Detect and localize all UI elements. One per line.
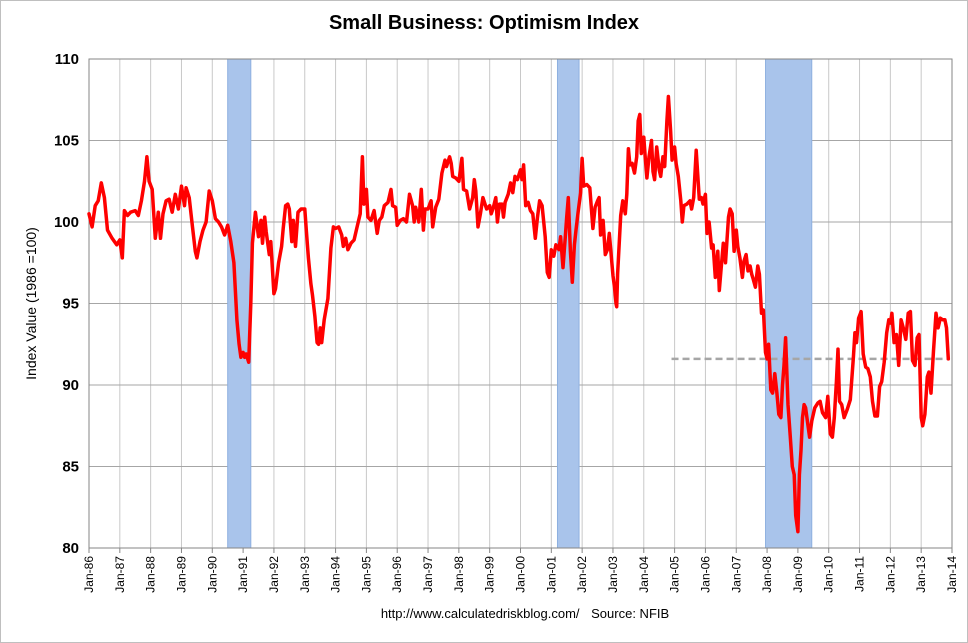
recession-band [765, 58, 813, 549]
y-tick-label: 95 [62, 296, 79, 313]
y-tick-label: 110 [55, 51, 79, 68]
x-tick-label: Jan-90 [205, 556, 219, 593]
x-tick-label: Jan-92 [267, 556, 281, 593]
recession-band [556, 58, 580, 549]
series-line [87, 94, 951, 534]
x-tick-label: Jan-06 [698, 556, 712, 593]
y-tick-label: 105 [54, 133, 79, 150]
x-tick-label: Jan-14 [945, 556, 959, 593]
x-tick-label: Jan-11 [853, 556, 867, 592]
x-tick-label: Jan-12 [883, 556, 897, 593]
x-tick-label: Jan-07 [729, 556, 743, 593]
y-tick-label: 90 [62, 377, 79, 394]
x-tick-label: Jan-93 [298, 556, 312, 593]
x-tick-label: Jan-03 [606, 556, 620, 593]
x-tick-label: Jan-95 [359, 556, 373, 593]
x-tick-label: Jan-08 [760, 556, 774, 593]
x-tick-label: Jan-13 [914, 556, 928, 593]
x-tick-label: Jan-91 [236, 556, 250, 593]
source-url[interactable]: http://www.calculatedriskblog.com/ [380, 606, 580, 621]
chart-title: Small Business: Optimism Index [328, 12, 640, 34]
x-tick-label: Jan-98 [452, 556, 466, 593]
recession-band [227, 58, 252, 549]
source-credit: Source: NFIB [591, 606, 670, 621]
x-tick-label: Jan-04 [637, 556, 651, 593]
source-line: http://www.calculatedriskblog.com/ Sourc… [0, 606, 968, 621]
x-tick-label: Jan-00 [514, 556, 528, 593]
x-tick-label: Jan-88 [144, 556, 158, 593]
x-tick-label: Jan-05 [668, 556, 682, 593]
x-tick-label: Jan-86 [82, 556, 96, 593]
x-tick-label: Jan-96 [390, 556, 404, 593]
x-tick-label: Jan-97 [421, 556, 435, 593]
x-tick-label: Jan-87 [113, 556, 127, 593]
x-tick-label: Jan-09 [791, 556, 805, 593]
x-tick-label: Jan-99 [483, 556, 497, 593]
y-tick-label: 85 [62, 459, 79, 476]
x-tick-label: Jan-01 [544, 556, 558, 593]
x-tick-label: Jan-10 [822, 556, 836, 593]
y-tick-label: 100 [54, 214, 79, 231]
x-tick-label: Jan-94 [329, 556, 343, 593]
y-tick-label: 80 [62, 540, 79, 557]
x-tick-label: Jan-02 [575, 556, 589, 593]
y-axis-label: Index Value (1986 =100) [23, 227, 39, 380]
x-tick-label: Jan-89 [174, 556, 188, 593]
